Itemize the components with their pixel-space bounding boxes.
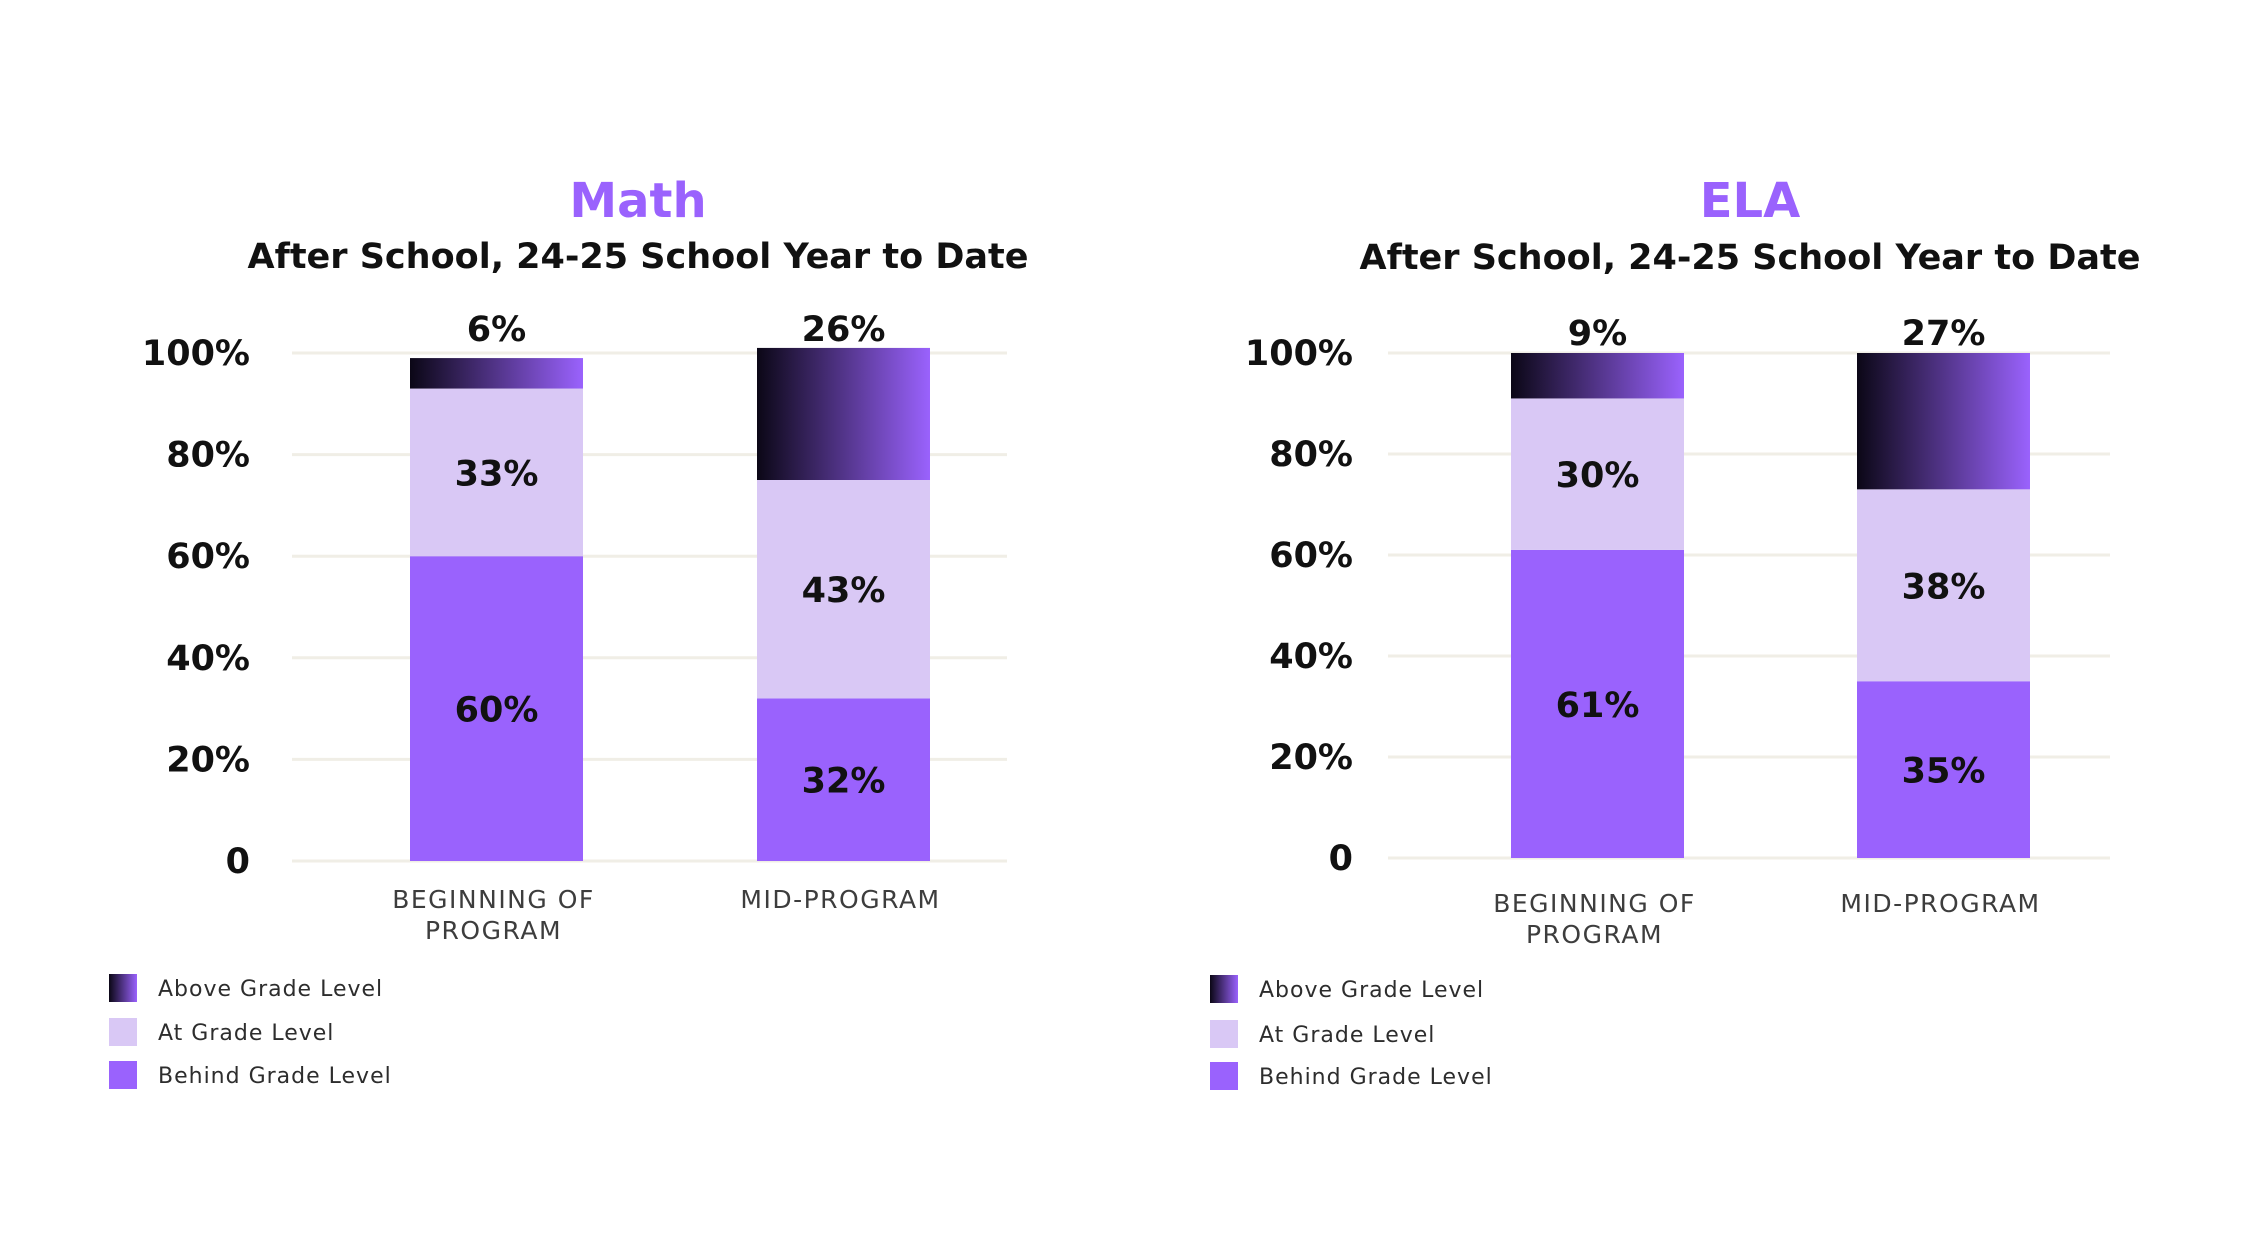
data-label-behind: 60% [455,691,539,731]
legend-label-at: At Grade Level [1259,1023,1435,1048]
legend-swatch-above [1210,975,1238,1003]
bar-segment-at [410,388,583,557]
bar-segment-behind [410,556,583,861]
x-category-label: PROGRAM [1526,920,1663,949]
y-tick-label: 100% [1245,334,1353,374]
data-label-above: 26% [802,310,886,350]
y-tick-label: 60% [1269,536,1353,576]
bar-segment-at [757,480,930,699]
data-label-above: 9% [1568,314,1627,354]
legend-label-behind: Behind Grade Level [158,1064,392,1089]
bar-segment-behind [757,698,930,861]
bar-segment-at [1511,398,1684,550]
y-tick-label: 60% [166,537,250,577]
data-label-behind: 61% [1556,686,1640,726]
legend-swatch-at [1210,1020,1238,1048]
bar-segment-behind [1511,549,1684,858]
y-tick-label: 0 [226,842,250,882]
bar-segment-behind [1857,681,2030,858]
data-label-behind: 35% [1902,752,1986,792]
chart-title: ELA [1700,173,1801,229]
data-label-behind: 32% [802,762,886,802]
x-category-label: PROGRAM [425,916,562,945]
chart-subtitle: After School, 24-25 School Year to Date [1360,238,2141,278]
y-tick-label: 80% [166,436,250,476]
y-tick-label: 100% [142,334,250,374]
bar-segment-above [1511,353,1684,399]
y-tick-label: 20% [1269,738,1353,778]
data-label-above: 27% [1902,314,1986,354]
bar-segment-at [1857,489,2030,682]
math-chart: Math After School, 24-25 School Year to D… [109,173,1028,1089]
data-label-at: 30% [1556,456,1640,496]
chart-subtitle: After School, 24-25 School Year to Date [248,237,1029,277]
y-tick-label: 0 [1329,839,1353,879]
chart-title: Math [569,173,706,229]
legend-label-above: Above Grade Level [158,977,383,1002]
legend-label-at: At Grade Level [158,1021,334,1046]
data-label-at: 43% [802,571,886,611]
legend-swatch-above [109,974,137,1002]
data-label-above: 6% [467,310,526,350]
legend-swatch-behind [109,1061,137,1089]
y-tick-label: 40% [166,639,250,679]
legend-label-behind: Behind Grade Level [1259,1065,1493,1090]
legend-swatch-at [109,1018,137,1046]
x-category-label: BEGINNING OF [1493,889,1696,918]
data-label-at: 38% [1902,567,1986,607]
bar-segment-above [410,358,583,389]
data-label-at: 33% [455,454,539,494]
y-tick-label: 20% [166,740,250,780]
legend-label-above: Above Grade Level [1259,978,1484,1003]
y-tick-label: 40% [1269,637,1353,677]
bar-segment-above [1857,353,2030,490]
x-category-label: MID-PROGRAM [1840,889,2040,918]
x-category-label: BEGINNING OF [392,885,595,914]
bar-segment-above [757,347,930,480]
y-tick-label: 80% [1269,435,1353,475]
x-category-label: MID-PROGRAM [740,885,940,914]
ela-chart: ELA After School, 24-25 School Year to Da… [1210,173,2140,1090]
legend-swatch-behind [1210,1062,1238,1090]
